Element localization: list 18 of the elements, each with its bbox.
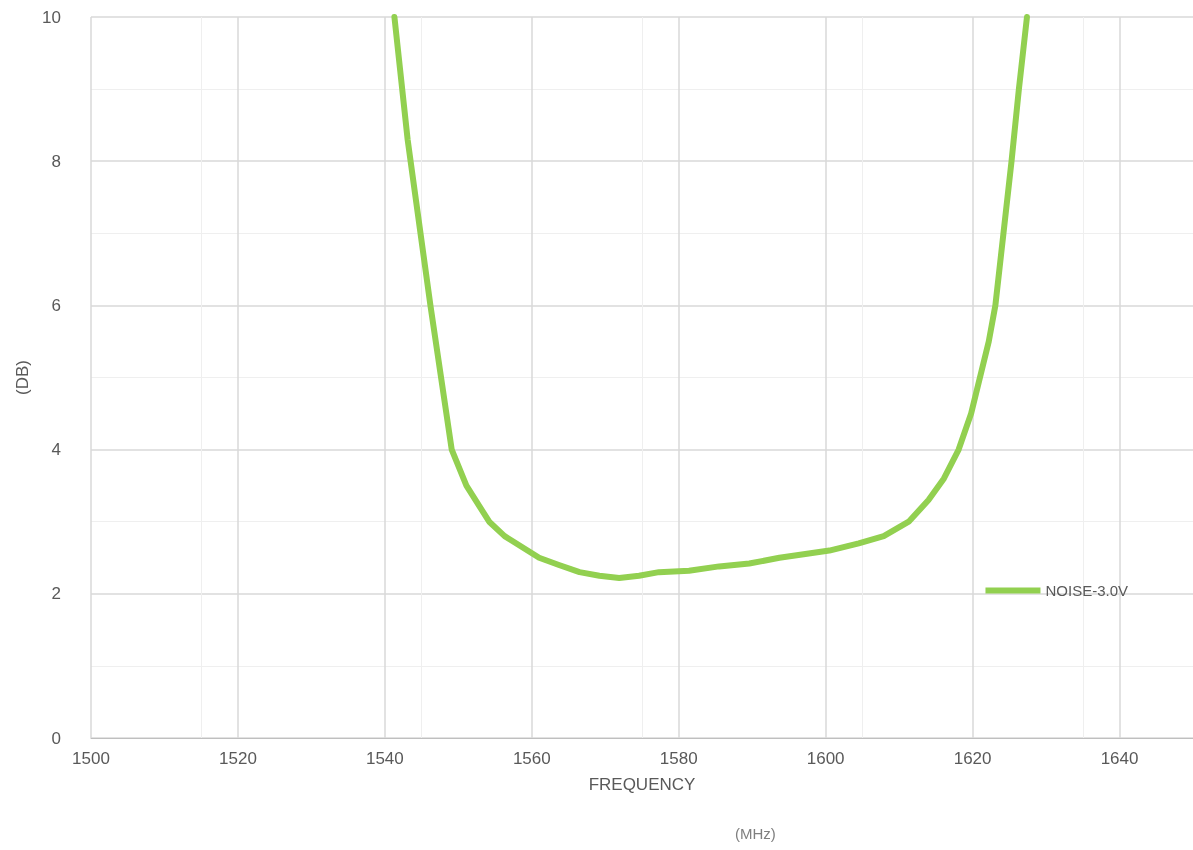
x-axis-title: FREQUENCY: [588, 775, 696, 794]
y-tick-label: 6: [51, 295, 61, 315]
x-tick-label: 1580: [659, 749, 698, 768]
x-tick-label: 1520: [219, 749, 257, 768]
x-tick-label: 1540: [365, 749, 404, 768]
text: (MHz): [735, 825, 776, 842]
x-tick-label: 1640: [1100, 749, 1139, 768]
y-tick-label: 0: [51, 728, 61, 748]
y-tick-label: 10: [42, 7, 61, 27]
y-tick-label: 2: [51, 584, 61, 604]
x-tick-label: 1600: [806, 749, 845, 768]
x-tick-label: 1560: [512, 749, 551, 768]
y-axis-title: (DB): [13, 360, 32, 395]
x-tick-label: 1620: [953, 749, 992, 768]
y-tick-label: 8: [51, 151, 61, 171]
y-tick-label: 4: [51, 440, 61, 460]
legend-label: NOISE-3.0V: [1045, 582, 1128, 599]
x-tick-label: 1500: [72, 749, 110, 768]
